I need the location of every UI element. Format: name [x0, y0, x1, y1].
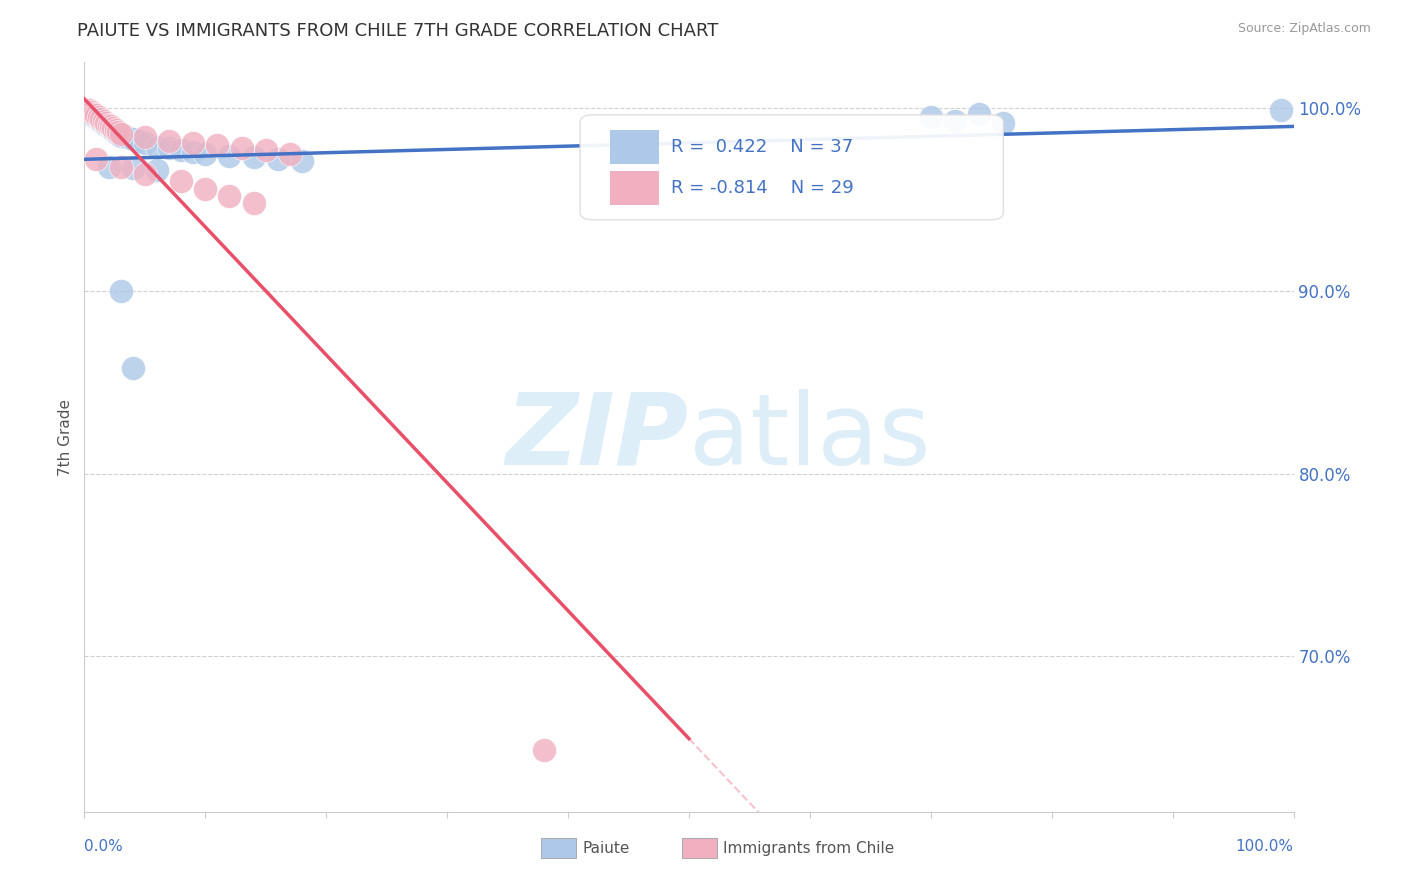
Point	[121, 161, 143, 176]
Text: R = -0.814    N = 29: R = -0.814 N = 29	[671, 179, 853, 197]
Text: PAIUTE VS IMMIGRANTS FROM CHILE 7TH GRADE CORRELATION CHART: PAIUTE VS IMMIGRANTS FROM CHILE 7TH GRAD…	[77, 22, 718, 40]
Text: 0.0%: 0.0%	[84, 839, 124, 855]
Point	[134, 136, 156, 150]
Point	[90, 114, 112, 128]
Point	[278, 146, 301, 161]
Point	[80, 108, 103, 122]
Point	[181, 145, 204, 159]
Bar	[610, 171, 659, 205]
Point	[194, 146, 217, 161]
Text: atlas: atlas	[689, 389, 931, 485]
Point	[110, 128, 132, 143]
Point	[107, 125, 129, 139]
Point	[97, 120, 120, 134]
Point	[254, 143, 277, 157]
Point	[943, 114, 966, 128]
Point	[920, 110, 942, 124]
Text: Paiute: Paiute	[582, 841, 630, 855]
Point	[993, 116, 1015, 130]
Point	[1270, 103, 1292, 117]
Point	[242, 196, 264, 211]
Point	[121, 132, 143, 146]
Point	[157, 134, 180, 148]
Point	[86, 108, 108, 122]
Point	[110, 127, 132, 141]
Y-axis label: 7th Grade: 7th Grade	[58, 399, 73, 475]
Point	[103, 121, 125, 136]
Point	[87, 112, 110, 127]
FancyBboxPatch shape	[581, 115, 1004, 219]
Point	[146, 139, 169, 153]
Point	[93, 114, 115, 128]
Point	[218, 148, 240, 162]
Point	[291, 154, 314, 169]
Point	[121, 360, 143, 375]
Point	[146, 163, 169, 178]
Point	[100, 120, 122, 134]
Point	[107, 127, 129, 141]
Point	[97, 160, 120, 174]
Point	[242, 151, 264, 165]
Point	[533, 742, 555, 756]
Point	[181, 136, 204, 150]
Point	[110, 284, 132, 298]
Point	[104, 125, 127, 139]
Point	[83, 106, 105, 120]
Text: Immigrants from Chile: Immigrants from Chile	[723, 841, 894, 855]
Point	[170, 174, 193, 188]
Point	[194, 181, 217, 195]
Point	[80, 104, 103, 119]
Point	[231, 141, 253, 155]
Point	[77, 104, 100, 119]
Point	[90, 112, 112, 127]
Text: R =  0.422    N = 37: R = 0.422 N = 37	[671, 138, 853, 156]
Point	[967, 106, 990, 120]
Point	[100, 121, 122, 136]
Point	[104, 123, 127, 137]
Point	[157, 141, 180, 155]
Point	[86, 153, 108, 167]
Point	[103, 123, 125, 137]
Point	[110, 160, 132, 174]
Point	[86, 110, 108, 124]
Point	[93, 116, 115, 130]
Point	[83, 106, 105, 120]
Point	[77, 103, 100, 117]
Text: 100.0%: 100.0%	[1236, 839, 1294, 855]
Point	[128, 134, 150, 148]
Text: ZIP: ZIP	[506, 389, 689, 485]
Point	[115, 130, 138, 145]
Point	[207, 137, 229, 152]
Text: Source: ZipAtlas.com: Source: ZipAtlas.com	[1237, 22, 1371, 36]
Point	[94, 118, 117, 132]
Point	[94, 116, 117, 130]
Point	[87, 110, 110, 124]
Point	[267, 153, 290, 167]
Point	[134, 130, 156, 145]
Bar	[610, 130, 659, 163]
Point	[97, 118, 120, 132]
Point	[218, 189, 240, 203]
Point	[170, 143, 193, 157]
Point	[134, 167, 156, 181]
